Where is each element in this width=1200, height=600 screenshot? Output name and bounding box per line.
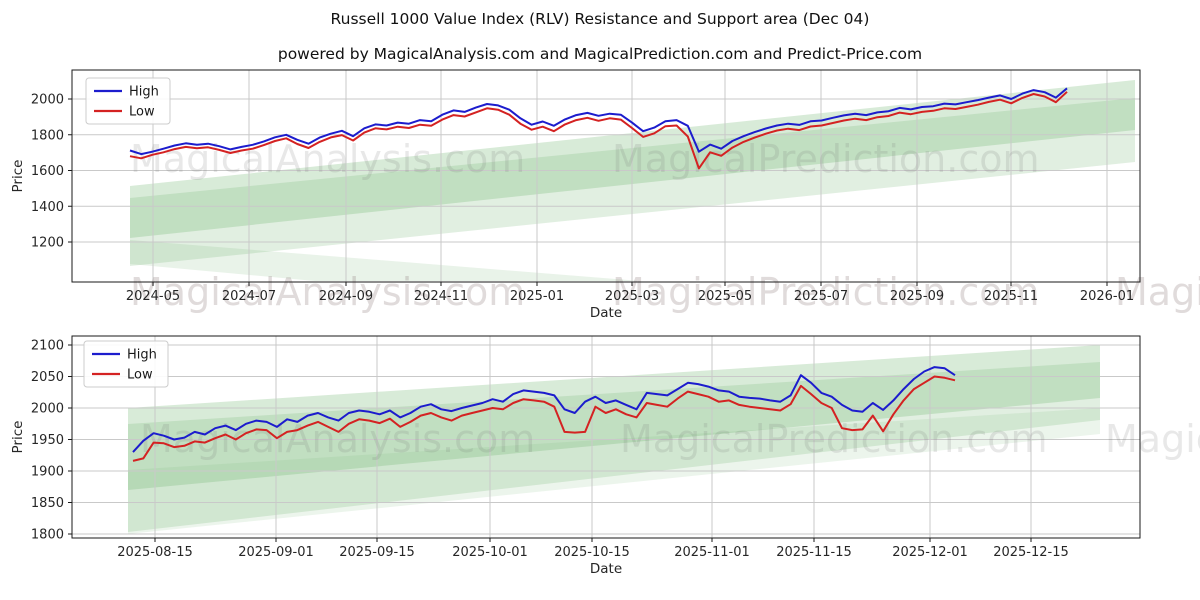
y-tick-label: 2000 <box>31 402 64 417</box>
x-tick-label: 2025-09-01 <box>238 545 314 560</box>
recent-zoom-plot-border <box>71 335 1141 539</box>
x-tick-label: 2025-12-01 <box>892 545 968 560</box>
y-tick-label: 2050 <box>31 370 64 385</box>
recent-zoom-xlabel: Date <box>590 561 622 577</box>
y-tick-label: 2100 <box>31 339 64 354</box>
full-history-ylabel: Price <box>10 160 26 193</box>
watermark-text: MagicalAnalysis.com <box>130 270 525 314</box>
legend-label-low: Low <box>129 105 155 120</box>
y-tick-label: 1400 <box>31 200 64 215</box>
full-history-chart: MagicalAnalysis.com MagicalPrediction.com… <box>10 69 1200 322</box>
recent-zoom-axes: 2025-08-15 2025-09-01 2025-09-15 2025-10-01… <box>10 339 1069 578</box>
recent-zoom-grid <box>72 336 1140 538</box>
y-tick-label: 2000 <box>31 93 64 108</box>
watermark-text: MagicalAnalysis.com <box>140 417 535 461</box>
watermark-text: MagicalAnalysis.com <box>1115 270 1200 314</box>
y-tick-label: 1600 <box>31 164 64 179</box>
full-history-plot-border <box>71 69 1141 283</box>
full-history-high-line <box>129 87 1068 156</box>
x-tick-label: 2025-11 <box>984 289 1038 304</box>
x-tick-label: 2024-05 <box>126 289 180 304</box>
recent-zoom-ylabel: Price <box>10 421 26 454</box>
x-tick-label: 2025-12-15 <box>993 545 1069 560</box>
x-tick-label: 2025-03 <box>605 289 659 304</box>
x-tick-label: 2026-01 <box>1080 289 1134 304</box>
chart-subtitle: powered by MagicalAnalysis.com and Magic… <box>277 45 923 63</box>
full-history-legend: High Low <box>85 77 171 125</box>
y-tick-label: 1900 <box>31 465 64 480</box>
watermark-text: MagicalPrediction.com <box>620 417 1048 461</box>
full-history-xlabel: Date <box>590 305 622 321</box>
x-tick-label: 2024-11 <box>414 289 468 304</box>
x-tick-label: 2025-08-15 <box>117 545 193 560</box>
recent-zoom-legend: High Low <box>83 340 169 388</box>
x-tick-label: 2025-11-15 <box>776 545 852 560</box>
legend-label-low: Low <box>127 368 153 383</box>
x-tick-label: 2025-05 <box>698 289 752 304</box>
chart-title: Russell 1000 Value Index (RLV) Resistanc… <box>330 10 870 28</box>
x-tick-label: 2025-09-15 <box>339 545 415 560</box>
full-history-axes: 2024-05 2024-07 2024-09 2024-11 2025-01 2025-… <box>10 93 1134 322</box>
recent-zoom-chart: MagicalAnalysis.com MagicalPrediction.com… <box>10 335 1200 578</box>
x-tick-label: 2025-10-01 <box>452 545 528 560</box>
x-tick-label: 2025-01 <box>510 289 564 304</box>
y-tick-label: 1800 <box>31 528 64 543</box>
y-tick-label: 1200 <box>31 236 64 251</box>
x-tick-label: 2025-11-01 <box>674 545 750 560</box>
x-tick-label: 2024-09 <box>319 289 373 304</box>
full-history-low-line <box>129 91 1068 170</box>
x-tick-label: 2025-07 <box>794 289 848 304</box>
legend-label-high: High <box>127 348 157 363</box>
recent-zoom-low-line <box>132 375 956 462</box>
recent-zoom-high-line <box>132 366 956 453</box>
x-tick-label: 2024-07 <box>222 289 276 304</box>
y-tick-label: 1950 <box>31 433 64 448</box>
y-tick-label: 1800 <box>31 128 64 143</box>
full-history-grid <box>72 70 1140 282</box>
x-tick-label: 2025-10-15 <box>554 545 630 560</box>
watermark-text: MagicalAnalysis.com <box>1105 417 1200 461</box>
x-tick-label: 2025-09 <box>890 289 944 304</box>
watermark-text: MagicalPrediction.com <box>612 137 1040 181</box>
y-tick-label: 1850 <box>31 496 64 511</box>
watermark-text: MagicalPrediction.com <box>612 270 1040 314</box>
legend-label-high: High <box>129 85 159 100</box>
